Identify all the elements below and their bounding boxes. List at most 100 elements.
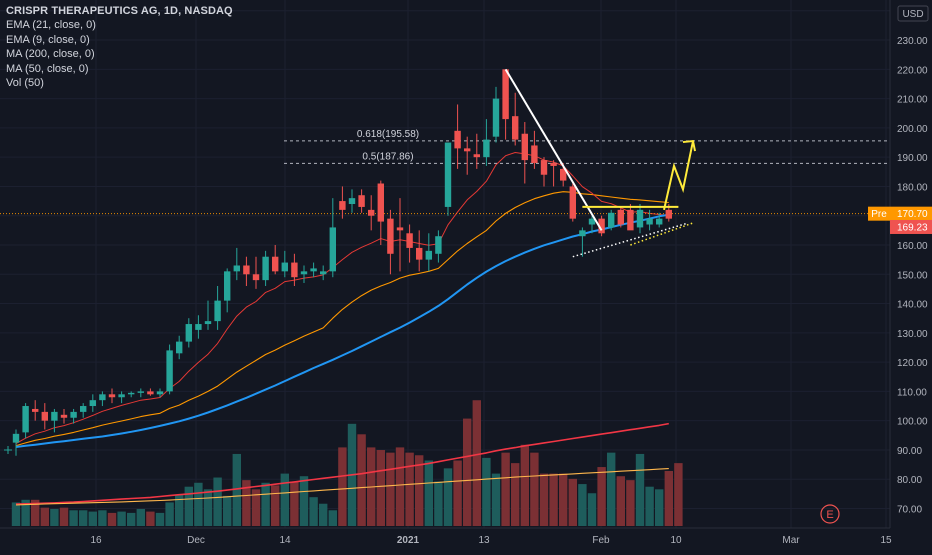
earnings-icon[interactable] [820,504,840,524]
candle[interactable] [617,209,624,225]
candle[interactable] [396,227,404,231]
candle[interactable] [531,145,538,164]
candle[interactable] [32,408,39,412]
candle[interactable] [368,209,375,216]
candles[interactable] [12,69,672,456]
candle[interactable] [339,201,346,210]
candle[interactable] [243,265,250,275]
candle[interactable] [512,116,519,140]
volume-bar [232,453,241,526]
candle[interactable] [214,300,221,322]
candle[interactable] [70,411,77,418]
candle[interactable] [176,341,183,354]
candle[interactable] [185,324,192,342]
pre-market-price-tag [890,206,932,221]
candle[interactable] [425,250,432,260]
time-label: Feb [592,535,610,546]
candle[interactable] [99,394,106,401]
candle[interactable] [627,209,634,231]
volume-bar [501,452,510,526]
candle[interactable] [569,186,576,219]
candle[interactable] [233,265,240,272]
candle[interactable] [665,209,672,219]
candle[interactable] [473,154,480,158]
price-axis[interactable]: 70.00 80.00 90.00 100.00 110.00 120.00 130.00 1… [868,0,932,550]
pre-market-price: 170.70 [897,209,928,220]
candle[interactable] [224,271,231,301]
candle[interactable] [521,133,528,161]
candle[interactable] [416,247,423,260]
candle[interactable] [329,227,336,272]
candle[interactable] [22,406,29,433]
candle[interactable] [89,400,96,407]
volume-bar [530,452,539,526]
legend-ma200[interactable]: MA (200, close, 0) [6,48,95,61]
candle[interactable] [483,139,490,158]
candle[interactable] [252,274,260,281]
candle[interactable] [262,256,269,281]
candle[interactable] [310,268,317,272]
candle[interactable] [492,98,500,137]
candle[interactable] [550,163,557,166]
legend-ma50[interactable]: MA (50, close, 0) [6,62,89,75]
candle[interactable] [598,218,605,234]
symbol-title[interactable]: CRISPR THERAPEUTICS AG, 1D, NASDAQ [6,5,233,17]
candle[interactable] [12,433,20,443]
candle[interactable] [118,394,125,398]
price-tick-label: 160.00 [897,241,928,252]
candle[interactable] [41,411,48,421]
volume-bar [251,489,261,526]
price-axis-bg [890,0,932,550]
candle[interactable] [377,183,384,222]
candle[interactable] [51,411,58,421]
candle[interactable] [147,391,154,395]
price-tick-label: 120.00 [897,358,928,369]
legend-volume[interactable]: Vol (50) [6,77,44,90]
candle[interactable] [156,391,164,395]
volume-bar [299,476,309,526]
candle[interactable] [464,148,471,152]
currency-box[interactable] [897,5,929,22]
volume-bar [376,450,385,526]
candle[interactable] [608,212,615,228]
candle[interactable] [358,195,365,207]
candle[interactable] [560,168,567,181]
candle[interactable] [300,271,308,275]
candle[interactable] [540,160,548,175]
candle[interactable] [204,321,212,325]
candle[interactable] [137,391,144,393]
candle[interactable] [406,233,413,248]
ma200-line [15,422,669,505]
candle[interactable] [435,236,442,254]
candle[interactable] [195,324,202,330]
candle[interactable] [656,218,663,225]
time-label: 2021 [397,535,420,546]
legend-ema9[interactable]: EMA (9, close, 0) [6,33,90,46]
candle[interactable] [272,256,279,272]
candle[interactable] [387,218,394,254]
candle[interactable] [166,350,173,392]
candle[interactable] [60,414,68,418]
candle[interactable] [579,230,586,237]
candle[interactable] [348,198,356,205]
candle[interactable] [502,69,509,120]
legend-ema21[interactable]: EMA (21, close, 0) [6,19,96,32]
candle[interactable] [636,209,644,228]
time-label: 16 [90,535,102,546]
candle[interactable] [646,218,653,225]
candle[interactable] [588,218,596,225]
candle[interactable] [281,262,288,272]
candle[interactable] [454,130,461,149]
last-price-tag [890,219,932,234]
candle[interactable] [320,271,327,275]
candle[interactable] [444,142,452,207]
candle[interactable] [80,406,87,412]
candle[interactable] [128,392,135,395]
candle[interactable] [108,394,116,398]
candle[interactable] [291,262,298,278]
time-axis[interactable]: 16 Dec 14 2021 13 Feb 10 Mar 15 [0,527,932,550]
volume-bar [40,507,49,526]
fib-level-label: 0.618(195.58) [357,129,419,140]
